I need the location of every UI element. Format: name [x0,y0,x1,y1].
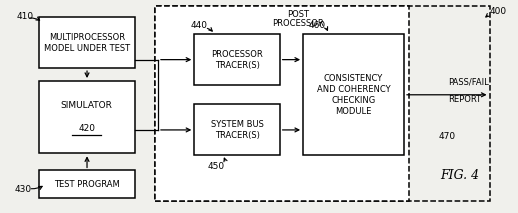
Bar [303,34,404,155]
Bar [194,34,280,85]
Text: REPORT: REPORT [448,95,481,104]
Text: 450: 450 [207,162,224,171]
Text: PROCESSOR
TRACER(S): PROCESSOR TRACER(S) [211,50,263,70]
Text: CONSISTENCY
AND COHERENCY
CHECKING
MODULE: CONSISTENCY AND COHERENCY CHECKING MODUL… [316,74,391,116]
Text: MULTIPROCESSOR
MODEL UNDER TEST: MULTIPROCESSOR MODEL UNDER TEST [44,33,130,53]
Text: SIMULATOR: SIMULATOR [61,101,113,110]
Text: 410: 410 [17,12,34,21]
Bar [155,6,490,201]
Text: 400: 400 [490,7,507,16]
Text: TEST PROGRAM: TEST PROGRAM [54,180,120,189]
Text: 460: 460 [308,21,325,30]
Bar [39,17,135,68]
Text: 470: 470 [439,132,456,141]
Bar [155,6,409,201]
Text: 420: 420 [78,124,95,133]
Bar [39,170,135,198]
Text: SYSTEM BUS
TRACER(S): SYSTEM BUS TRACER(S) [210,120,264,140]
Text: 440: 440 [191,21,208,30]
Text: POST
PROCESSOR: POST PROCESSOR [272,10,324,28]
Text: 430: 430 [15,186,32,194]
Text: FIG. 4: FIG. 4 [440,169,480,182]
Bar [39,81,135,153]
Bar [194,104,280,155]
Text: PASS/FAIL: PASS/FAIL [448,78,489,86]
